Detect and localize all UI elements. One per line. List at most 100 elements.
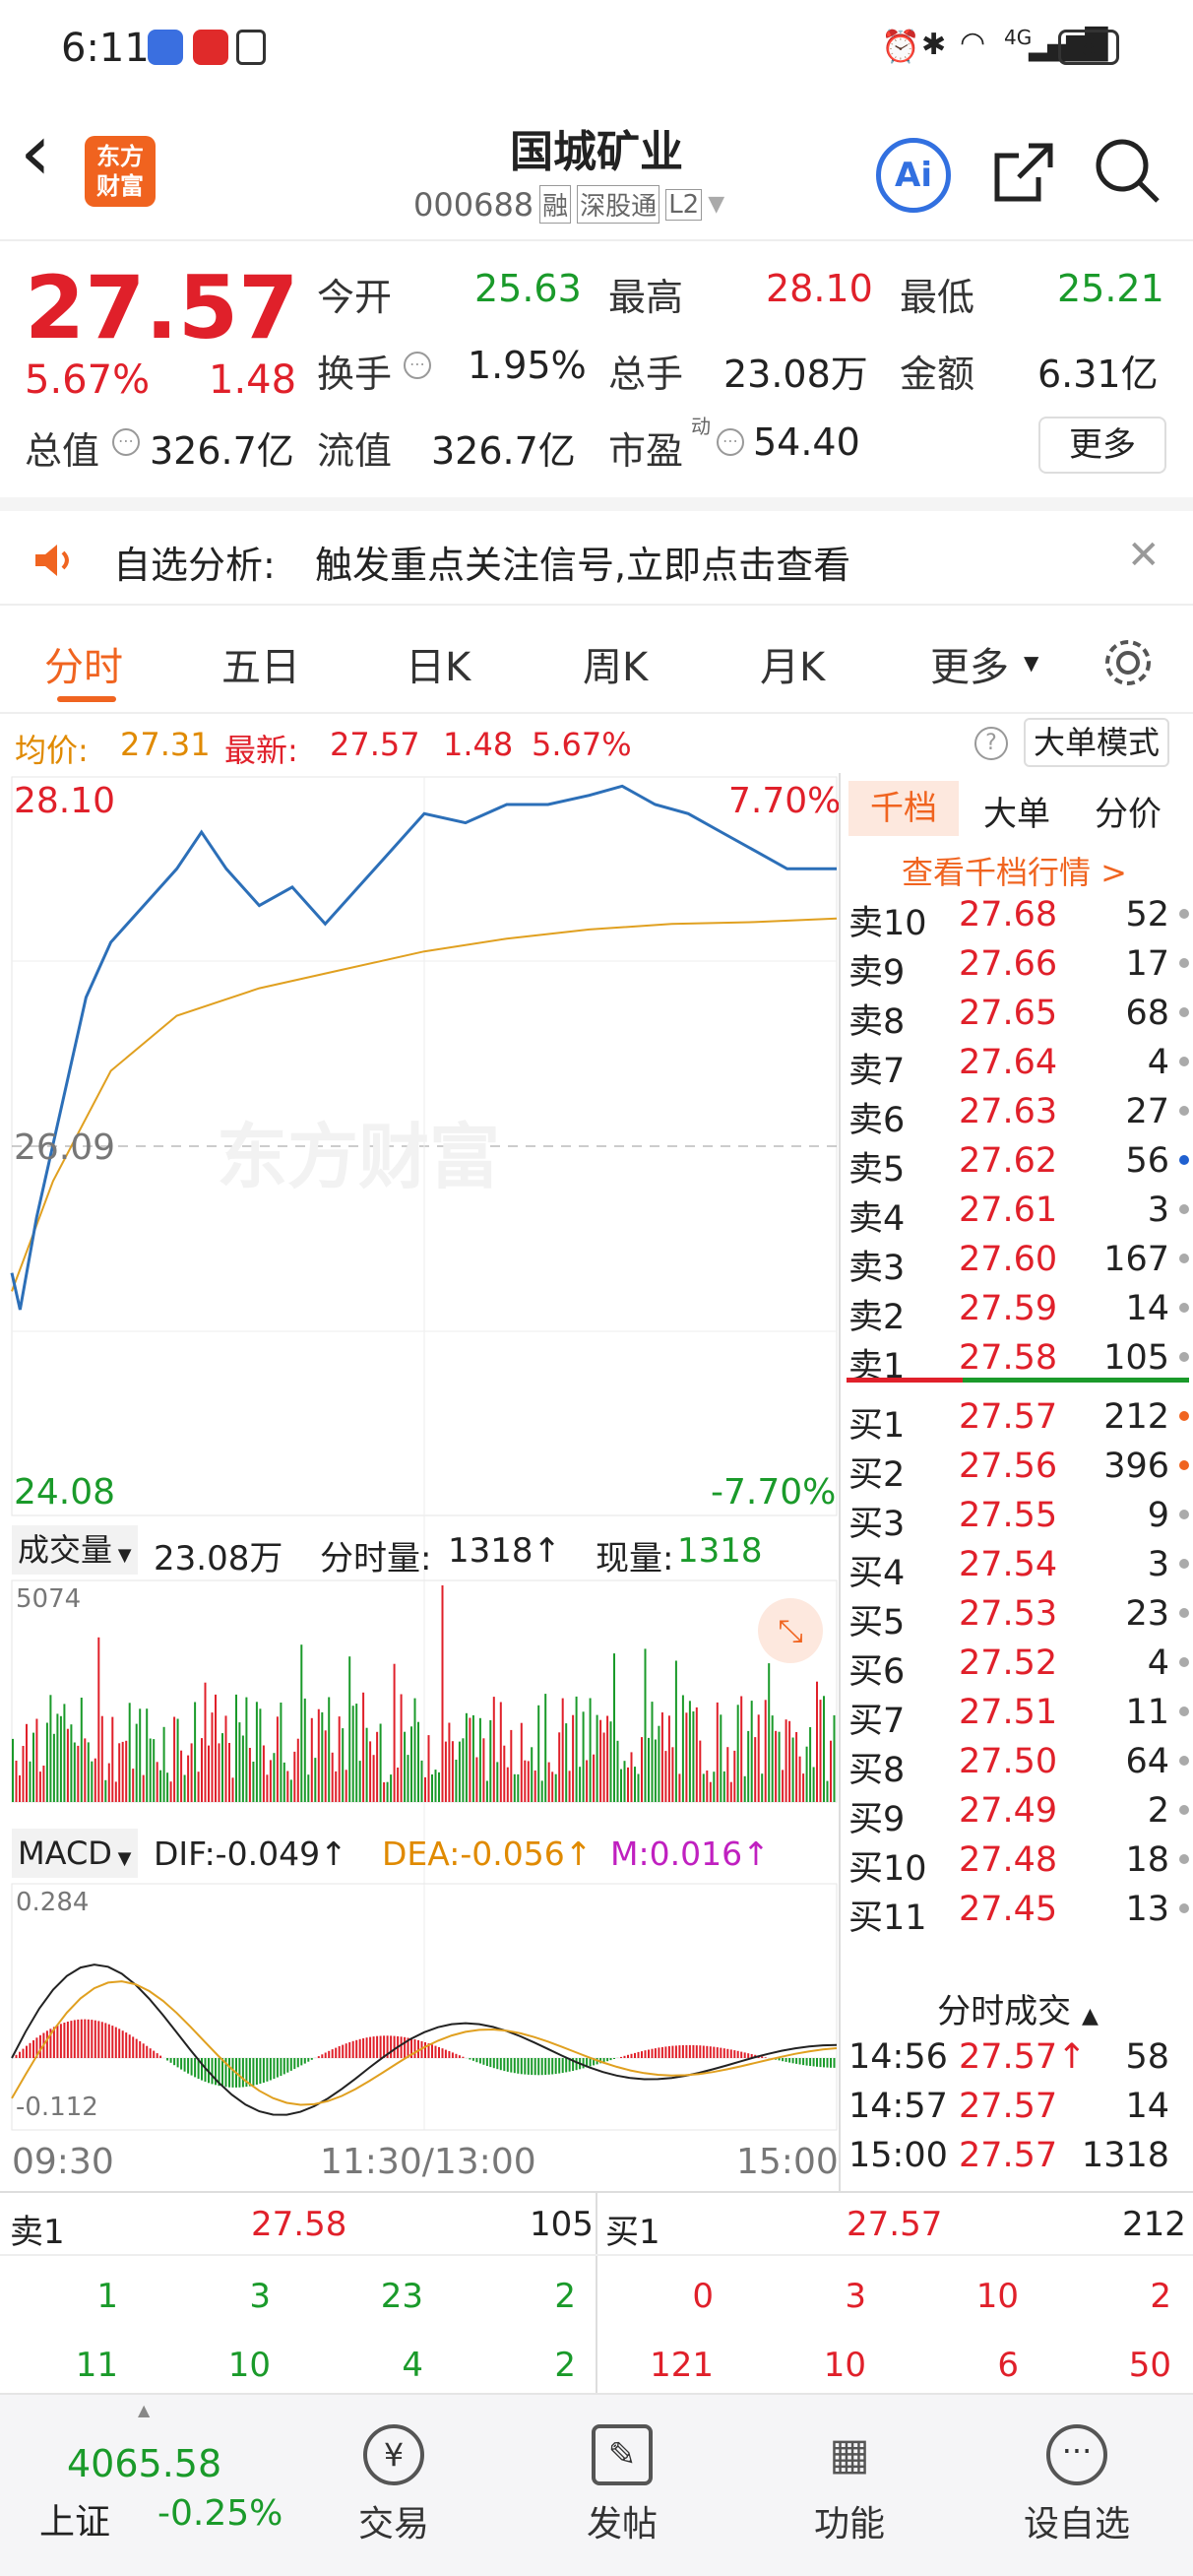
bid-row[interactable]: 买6 27.52 4 (841, 1640, 1193, 1692)
volume-bar (276, 1716, 279, 1802)
depth-link[interactable]: 查看千档行情 > (902, 854, 1127, 891)
tab-price-dist[interactable]: 分价 (1095, 795, 1162, 834)
volume-bar (262, 1745, 265, 1802)
macd-bar (709, 2046, 712, 2058)
volume-bar (726, 1747, 729, 1802)
status-time: 6:11 (61, 26, 150, 71)
bid-row[interactable]: 买9 27.49 2 (841, 1787, 1193, 1839)
volume-bar (111, 1716, 114, 1802)
macd-bar (537, 2058, 540, 2076)
bid-row[interactable]: 买7 27.51 11 (841, 1689, 1193, 1741)
alarm-icon: ⏰ (881, 28, 920, 65)
bid-row[interactable]: 买1 27.57 212 (841, 1393, 1193, 1446)
bid-row[interactable]: 买4 27.54 3 (841, 1541, 1193, 1593)
info-icon[interactable]: ⋯ (717, 428, 744, 456)
close-icon[interactable]: ✕ (1127, 533, 1161, 578)
trade-qty: 58 (1125, 2037, 1169, 2077)
status-dot (1179, 1254, 1189, 1263)
expand-icon[interactable]: ⤡ (758, 1598, 823, 1663)
ask-row[interactable]: 卖9 27.66 17 (841, 940, 1193, 993)
info-icon[interactable]: ⋯ (404, 352, 431, 379)
expand-up-icon[interactable]: ▲ (138, 2401, 151, 2419)
tab-depth[interactable]: 千档 (848, 781, 959, 836)
intraday-chart: 东方财富 (10, 776, 838, 2131)
nav-add-watchlist[interactable]: ··· 设自选 (998, 2424, 1156, 2546)
nav-post[interactable]: ✎ 发帖 (543, 2424, 701, 2546)
share-icon[interactable] (989, 138, 1058, 207)
macd-indicator-select[interactable]: MACD ▼ (12, 1829, 138, 1878)
search-icon[interactable] (1093, 136, 1162, 205)
big-order-mode-button[interactable]: 大单模式 (1024, 718, 1170, 767)
ask-row[interactable]: 卖6 27.63 27 (841, 1088, 1193, 1140)
tab-monthly-k[interactable]: 月K (760, 645, 826, 690)
volume-bar (32, 1732, 34, 1802)
alert-banner[interactable]: 自选分析: 触发重点关注信号,立即点击查看 ✕ (0, 497, 1193, 606)
pe-dynamic-sup: 动 (691, 415, 711, 438)
macd-bar (317, 2056, 320, 2058)
macd-bar (586, 2058, 589, 2068)
ask-row[interactable]: 卖3 27.60 167 (841, 1236, 1193, 1288)
settings-icon[interactable] (1100, 635, 1156, 690)
ask-row[interactable]: 卖2 27.59 14 (841, 1285, 1193, 1337)
ask-row[interactable]: 卖5 27.62 56 (841, 1137, 1193, 1190)
volume-indicator-select[interactable]: 成交量 ▼ (12, 1525, 138, 1575)
volume-bar (224, 1715, 227, 1802)
status-dot (1179, 1352, 1189, 1362)
tab-more[interactable]: 更多 (930, 645, 1009, 690)
tab-daily-k[interactable]: 日K (406, 645, 471, 690)
ai-label: Ai (895, 156, 932, 195)
ask-label: 卖10 (848, 904, 927, 943)
status-dot (1179, 1106, 1189, 1116)
ask-row[interactable]: 卖10 27.68 52 (841, 891, 1193, 943)
tab-big-order[interactable]: 大单 (983, 795, 1050, 834)
bid-row[interactable]: 买3 27.55 9 (841, 1492, 1193, 1544)
volume-bar (317, 1708, 320, 1802)
volume-bar (280, 1703, 283, 1802)
help-icon[interactable]: ? (974, 727, 1008, 760)
bid-row[interactable]: 买11 27.45 13 (841, 1886, 1193, 1938)
macd-bar (111, 2026, 114, 2058)
bid-row[interactable]: 买5 27.53 23 (841, 1590, 1193, 1642)
volume-bar (620, 1769, 622, 1802)
bid-label: 买11 (848, 1899, 927, 1938)
macd-bar (190, 2058, 193, 2076)
volume-bar (527, 1761, 530, 1802)
macd-bar (197, 2058, 200, 2080)
float-cap-label: 流值 (317, 429, 393, 473)
trade-row[interactable]: 15:00 27.57 1318 (841, 2132, 1193, 2181)
tab-timeshare[interactable]: 分时 (44, 645, 123, 690)
volume-bar (451, 1741, 454, 1802)
volume-bar (38, 1771, 41, 1802)
nav-trade[interactable]: ¥ 交易 (315, 2424, 472, 2546)
macd-bar (667, 2046, 670, 2058)
macd-m-value: M:0.016↑ (610, 1835, 770, 1873)
back-icon[interactable]: ‹ (20, 106, 51, 198)
tab-weekly-k[interactable]: 周K (583, 645, 649, 690)
ask-row[interactable]: 卖4 27.61 3 (841, 1187, 1193, 1239)
stock-code-row[interactable]: 000688 融 深股通 L2 ▼ (413, 185, 724, 224)
nav-functions[interactable]: ▦ 功能 (771, 2424, 928, 2546)
bid-row[interactable]: 买8 27.50 64 (841, 1738, 1193, 1790)
trades-title[interactable]: 分时成交 ▲ (841, 1984, 1193, 2032)
ask-row[interactable]: 卖1 27.58 105 (841, 1334, 1193, 1386)
info-icon[interactable]: ⋯ (112, 428, 140, 456)
ai-icon[interactable]: Ai (876, 138, 951, 213)
trade-row[interactable]: 14:57 27.57 14 (841, 2083, 1193, 2132)
macd-bar (19, 2051, 21, 2058)
macd-bar (826, 2058, 829, 2068)
bid-price: 27.45 (959, 1890, 1058, 1929)
network-type: 4G (1004, 26, 1033, 49)
trade-row[interactable]: 14:56 27.57↑ 58 (841, 2033, 1193, 2083)
ask-row[interactable]: 卖7 27.64 4 (841, 1039, 1193, 1091)
bid-row[interactable]: 买2 27.56 396 (841, 1443, 1193, 1495)
ask-row[interactable]: 卖8 27.65 68 (841, 990, 1193, 1042)
macd-bar (506, 2058, 509, 2072)
change-pct: 5.67% (25, 357, 151, 403)
bid-row[interactable]: 买10 27.48 18 (841, 1836, 1193, 1889)
tab-five-day[interactable]: 五日 (221, 645, 300, 690)
bid-label: 买7 (848, 1702, 906, 1741)
more-button[interactable]: 更多 (1038, 417, 1166, 474)
macd-bar (228, 2058, 230, 2088)
chart-area[interactable]: 东方财富 28.10 7.70% 26.09 24.08 -7.70% 成交量 … (0, 773, 841, 2191)
volume-bar (438, 1771, 440, 1802)
